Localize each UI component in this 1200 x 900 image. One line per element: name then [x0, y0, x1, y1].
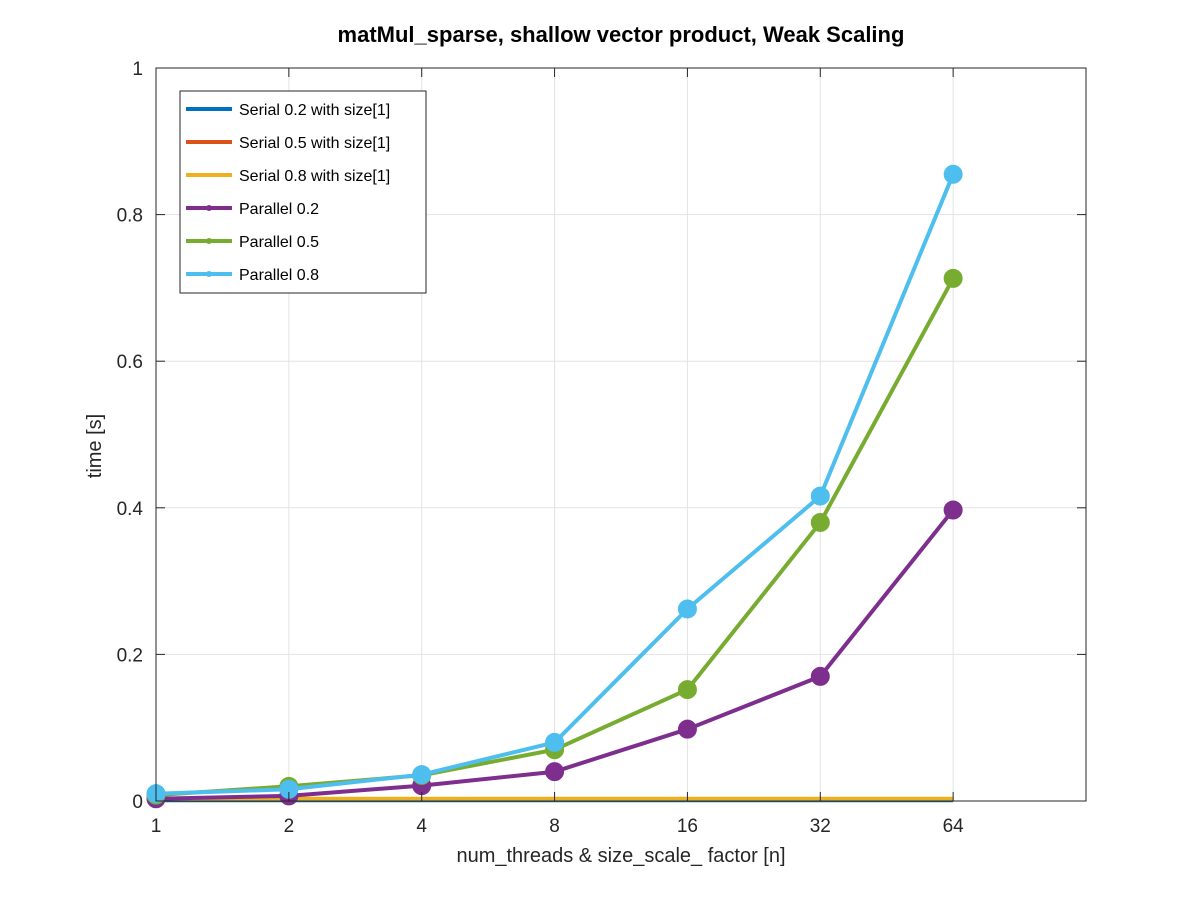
x-tick-label: 2 [284, 816, 295, 837]
chart-title: matMul_sparse, shallow vector product, W… [338, 22, 905, 47]
legend-item: Parallel 0.8 [186, 267, 319, 284]
data-point [545, 762, 565, 782]
legend-item: Parallel 0.5 [186, 234, 319, 251]
data-point [810, 486, 830, 506]
legend-marker [206, 205, 212, 211]
series-5 [146, 164, 963, 804]
y-tick-label: 0 [132, 792, 143, 813]
y-tick-label: 0.2 [117, 645, 143, 666]
legend-marker [206, 271, 212, 277]
data-point [943, 268, 963, 288]
x-tick-label: 16 [677, 816, 698, 837]
legend-label: Parallel 0.5 [239, 234, 319, 251]
data-point [677, 599, 697, 619]
legend-label: Serial 0.2 with size[1] [239, 102, 390, 119]
legend-item: Serial 0.5 with size[1] [186, 135, 390, 152]
legend-item: Serial 0.8 with size[1] [186, 168, 390, 185]
x-tick-label: 1 [151, 816, 162, 837]
data-point [677, 719, 697, 739]
data-point [545, 732, 565, 752]
axes-box [155, 67, 1087, 802]
data-point [810, 512, 830, 532]
data-point [677, 680, 697, 700]
x-tick-label: 32 [810, 816, 831, 837]
x-axis-label: num_threads & size_scale_ factor [n] [456, 845, 785, 867]
data-point [412, 765, 432, 785]
legend-label: Serial 0.8 with size[1] [239, 168, 390, 185]
y-tick-label: 0.8 [117, 206, 143, 227]
axis-ticks: 1 2 4 8 16 32 64 0 0.2 0.4 0.6 0.8 1 [117, 59, 1086, 837]
legend-label: Parallel 0.2 [239, 201, 319, 218]
x-tick-label: 4 [416, 816, 427, 837]
data-point [810, 666, 830, 686]
legend-label: Serial 0.5 with size[1] [239, 135, 390, 152]
legend-marker [206, 238, 212, 244]
y-tick-label: 1 [132, 59, 143, 80]
legend: Serial 0.2 with size[1] Serial 0.5 with s… [179, 90, 427, 294]
legend-item: Parallel 0.2 [186, 201, 319, 218]
data-point [943, 164, 963, 184]
legend-item: Serial 0.2 with size[1] [186, 102, 390, 119]
y-tick-label: 0.6 [117, 352, 143, 373]
y-tick-label: 0.4 [117, 499, 144, 520]
x-tick-label: 8 [549, 816, 560, 837]
y-axis-label: time [s] [84, 414, 106, 478]
legend-box [179, 90, 427, 294]
x-tick-label: 64 [943, 816, 965, 837]
legend-label: Parallel 0.8 [239, 267, 319, 284]
data-point [943, 500, 963, 520]
